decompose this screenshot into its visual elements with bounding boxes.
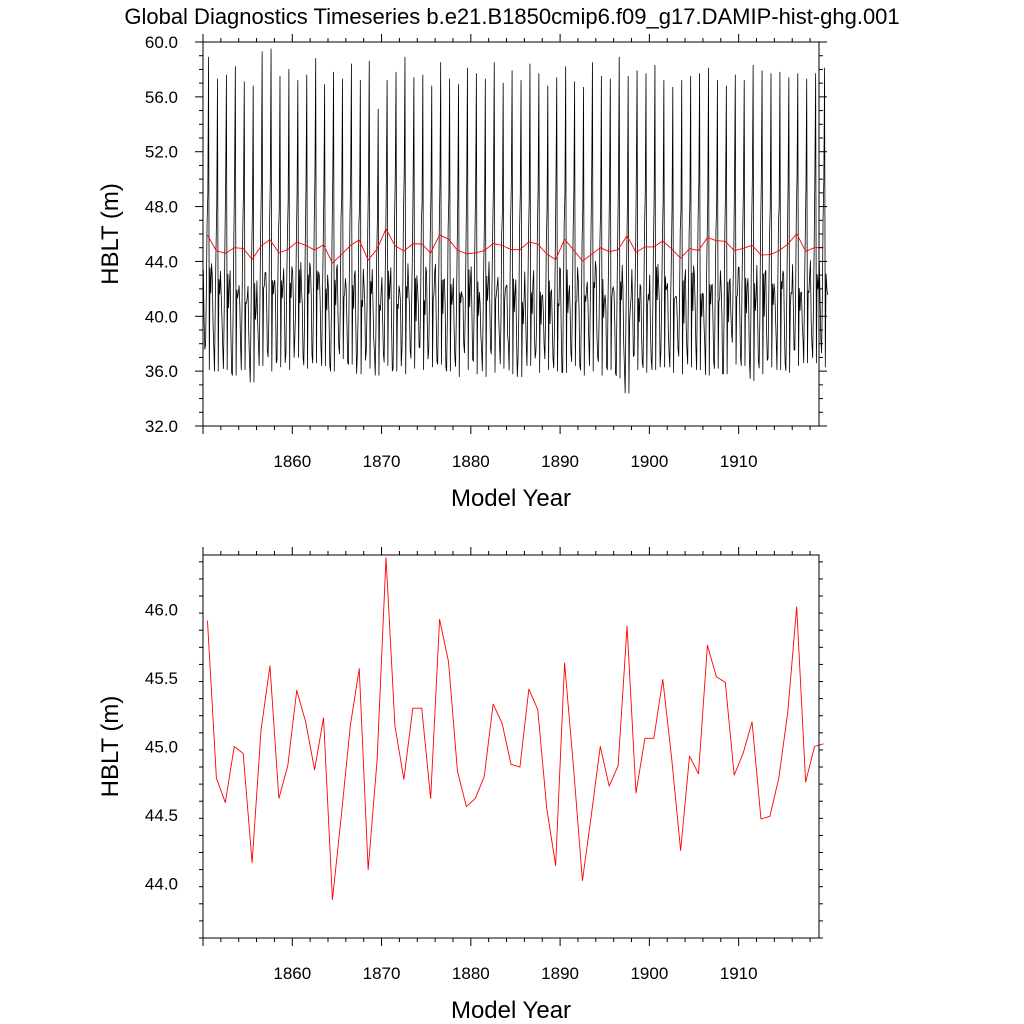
top-panel-ticks: 1860 1870 1880 1890 1900 1910 32.0 36.0 40.0 44.0… (145, 33, 827, 471)
x-tick-label: 1860 (273, 452, 311, 471)
y-tick-label: 36.0 (145, 362, 178, 381)
y-tick-label: 44.0 (145, 874, 178, 893)
monthly-series-line (202, 48, 828, 394)
y-tick-label: 60.0 (145, 33, 178, 52)
bottom-x-axis-label: Model Year (451, 997, 571, 1024)
x-tick-label: 1910 (720, 964, 758, 983)
x-tick-label: 1900 (630, 452, 668, 471)
x-tick-label: 1890 (541, 452, 579, 471)
y-tick-label: 32.0 (145, 417, 178, 436)
y-tick-label: 45.0 (145, 738, 178, 757)
y-tick-label: 44.5 (145, 806, 178, 825)
bottom-panel-marks (207, 557, 824, 901)
x-tick-label: 1900 (630, 964, 668, 983)
y-tick-label: 52.0 (145, 143, 178, 162)
y-tick-label: 46.0 (145, 601, 178, 620)
top-y-axis-label: HBLT (m) (97, 183, 124, 285)
x-tick-label: 1880 (452, 452, 490, 471)
x-tick-label: 1880 (452, 964, 490, 983)
x-tick-label: 1890 (541, 964, 579, 983)
x-tick-label: 1860 (273, 964, 311, 983)
x-tick-label: 1870 (363, 452, 401, 471)
y-tick-label: 48.0 (145, 198, 178, 217)
y-tick-label: 45.5 (145, 669, 178, 688)
bottom-panel: 1860 1870 1880 1890 1900 1910 44.0 44.5 45.0 45.5… (97, 547, 824, 1024)
annual-mean-series-line (207, 228, 824, 264)
annual-mean-series-line (207, 557, 824, 901)
y-tick-label: 44.0 (145, 252, 178, 271)
x-tick-label: 1910 (720, 452, 758, 471)
bottom-panel-frame (202, 554, 820, 939)
top-x-axis-label: Model Year (451, 485, 571, 512)
top-panel-marks (202, 48, 828, 394)
y-tick-label: 56.0 (145, 88, 178, 107)
x-tick-label: 1870 (363, 964, 401, 983)
bottom-y-axis-label: HBLT (m) (97, 696, 124, 798)
y-tick-label: 40.0 (145, 307, 178, 326)
top-panel: 1860 1870 1880 1890 1900 1910 32.0 36.0 40.0 44.0… (97, 33, 828, 512)
figure-title: Global Diagnostics Timeseries b.e21.B185… (124, 4, 899, 29)
bottom-panel-ticks: 1860 1870 1880 1890 1900 1910 44.0 44.5 45.0 45.5… (145, 547, 823, 983)
